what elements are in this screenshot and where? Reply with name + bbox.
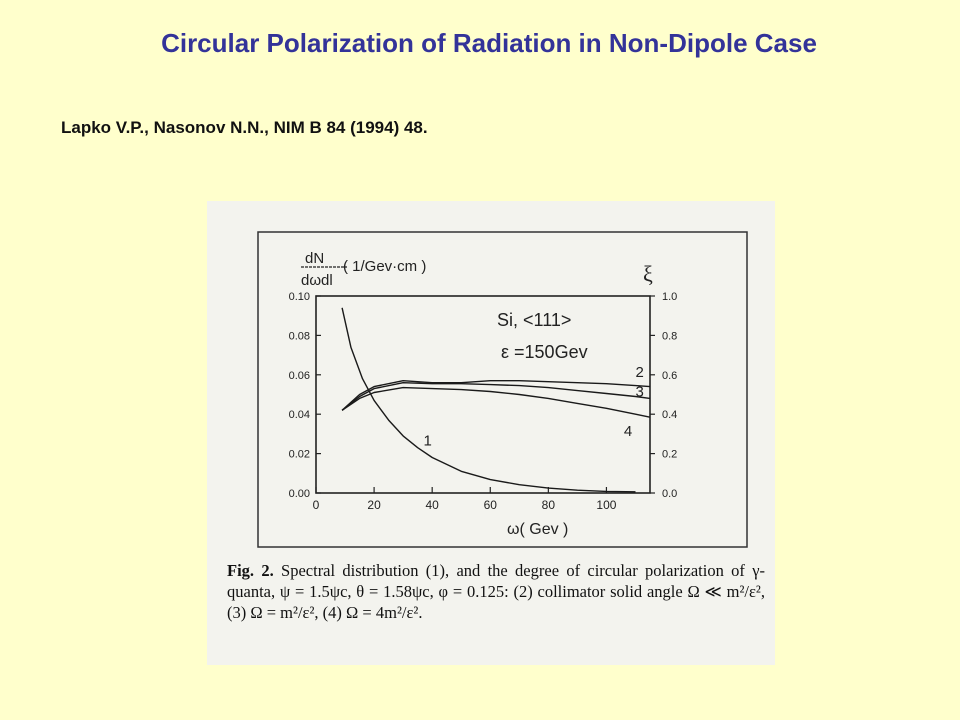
- curve-label-3: 3: [635, 383, 643, 400]
- x-tick-label: 80: [542, 498, 556, 512]
- x-tick-label: 100: [596, 498, 616, 512]
- curve-label-1: 1: [423, 433, 431, 450]
- y-left-label-denominator: dωdl: [301, 272, 333, 289]
- series-1-line: [341, 307, 636, 493]
- figure-frame: [257, 231, 748, 548]
- y-left-label-unit: ( 1/Gev·cm ): [343, 258, 426, 275]
- y-left-tick-label: 0.04: [289, 409, 310, 421]
- y-left-label-numerator: dN: [305, 250, 324, 267]
- y-right-tick-label: 0.6: [662, 370, 677, 382]
- y-left-tick-label: 0.00: [289, 488, 310, 500]
- series-3-line: [341, 381, 651, 411]
- x-tick-label: 40: [425, 498, 439, 512]
- curve-label-4: 4: [624, 423, 632, 440]
- y-left-tick-label: 0.08: [289, 330, 310, 342]
- x-tick-label: 60: [484, 498, 498, 512]
- y-right-tick-label: 0.0: [662, 488, 677, 500]
- caption-label: Fig. 2.: [227, 561, 274, 580]
- annotation-crystal: Si, <111>: [497, 310, 571, 330]
- x-tick-label: 0: [313, 498, 320, 512]
- x-axis-label: ω( Gev ): [507, 521, 568, 538]
- series-4-line: [341, 386, 651, 418]
- y-right-label: ξ: [643, 261, 653, 286]
- figure-scan: dN dωdl ( 1/Gev·cm ) ξ ω( Gev ) Si, <111…: [207, 201, 775, 665]
- curve-label-2: 2: [635, 364, 643, 381]
- figure-caption: Fig. 2. Spectral distribution (1), and t…: [227, 560, 765, 623]
- y-right-tick-label: 0.8: [662, 330, 677, 342]
- plot-area: [315, 295, 651, 494]
- y-left-tick-label: 0.06: [289, 370, 310, 382]
- y-left-tick-label: 0.02: [289, 449, 310, 461]
- y-right-tick-label: 0.2: [662, 449, 677, 461]
- x-tick-label: 20: [367, 498, 381, 512]
- y-left-tick-label: 0.10: [289, 291, 310, 303]
- polarization-chart: dN dωdl ( 1/Gev·cm ) ξ ω( Gev ) Si, <111…: [257, 231, 748, 548]
- series-2-line: [341, 379, 651, 411]
- reference-citation: Lapko V.P., Nasonov N.N., NIM B 84 (1994…: [61, 118, 428, 137]
- annotation-energy: ε =150Gev: [501, 342, 588, 362]
- y-right-tick-label: 0.4: [662, 409, 677, 421]
- slide-title: Circular Polarization of Radiation in No…: [161, 28, 817, 58]
- y-right-tick-label: 1.0: [662, 291, 677, 303]
- caption-text: Spectral distribution (1), and the degre…: [227, 561, 765, 622]
